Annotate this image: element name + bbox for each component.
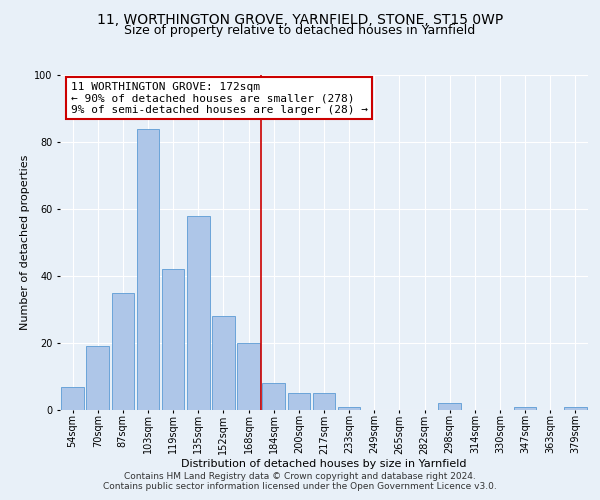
Bar [439,404,461,410]
Bar [514,406,536,410]
Bar [262,383,285,410]
Bar [564,406,587,410]
Bar [112,292,134,410]
Text: 11 WORTHINGTON GROVE: 172sqm
← 90% of detached houses are smaller (278)
9% of se: 11 WORTHINGTON GROVE: 172sqm ← 90% of de… [71,82,368,115]
Text: Contains HM Land Registry data © Crown copyright and database right 2024.: Contains HM Land Registry data © Crown c… [124,472,476,481]
Bar [86,346,109,410]
Text: Size of property relative to detached houses in Yarnfield: Size of property relative to detached ho… [124,24,476,37]
Bar [61,386,84,410]
Text: Contains public sector information licensed under the Open Government Licence v3: Contains public sector information licen… [103,482,497,491]
Bar [287,393,310,410]
Bar [237,343,260,410]
Text: 11, WORTHINGTON GROVE, YARNFIELD, STONE, ST15 0WP: 11, WORTHINGTON GROVE, YARNFIELD, STONE,… [97,12,503,26]
Y-axis label: Number of detached properties: Number of detached properties [20,155,30,330]
Bar [313,393,335,410]
Bar [338,406,361,410]
Bar [187,216,209,410]
X-axis label: Distribution of detached houses by size in Yarnfield: Distribution of detached houses by size … [181,459,467,469]
Bar [162,270,184,410]
Bar [137,128,160,410]
Bar [212,316,235,410]
